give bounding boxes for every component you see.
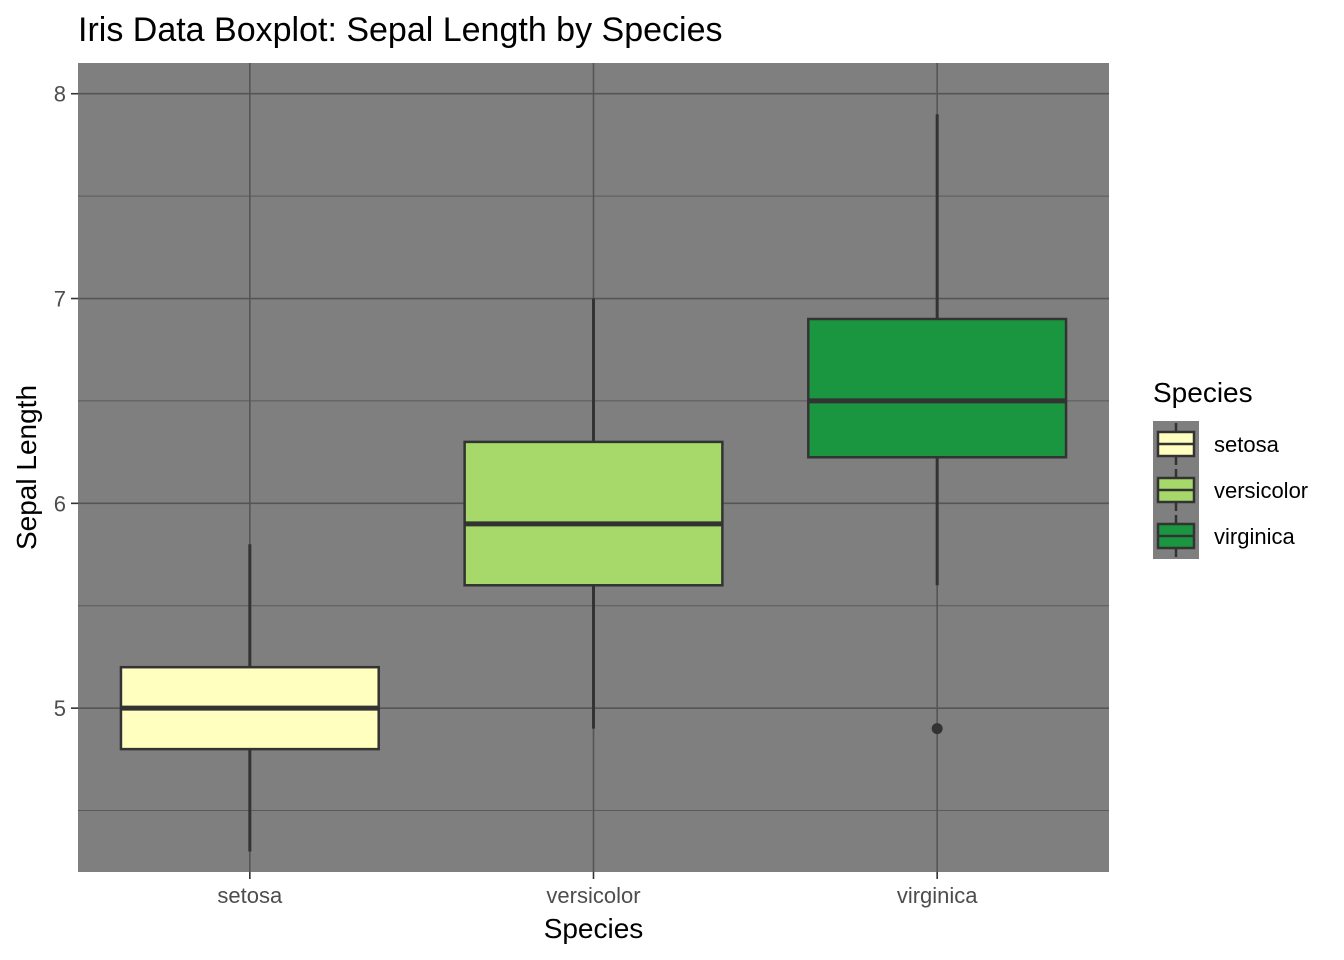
box-body — [463, 440, 724, 587]
legend-title: Species — [1153, 377, 1253, 408]
y-axis: 5 6 7 8 — [54, 82, 78, 721]
box-versicolor — [463, 298, 724, 729]
legend-item-versicolor: versicolor — [1153, 467, 1308, 513]
x-tick-label: versicolor — [546, 883, 640, 908]
x-tick-label: setosa — [217, 883, 283, 908]
y-axis-title: Sepal Length — [11, 385, 42, 550]
box-body — [807, 317, 1068, 459]
y-tick-label: 6 — [54, 491, 66, 516]
legend-item-setosa: setosa — [1153, 421, 1280, 467]
legend-label: versicolor — [1214, 478, 1308, 503]
legend-item-virginica: virginica — [1153, 513, 1295, 559]
boxplot-layer — [119, 114, 1068, 852]
chart-title: Iris Data Boxplot: Sepal Length by Speci… — [78, 11, 723, 49]
outlier-point — [931, 723, 943, 735]
box-virginica — [807, 114, 1068, 735]
y-tick-label: 7 — [54, 287, 66, 312]
x-axis: setosa versicolor virginica — [217, 872, 978, 908]
y-tick-label: 5 — [54, 696, 66, 721]
x-axis-title: Species — [544, 913, 644, 944]
box-setosa — [119, 544, 380, 852]
x-tick-label: virginica — [897, 883, 978, 908]
legend: Species setosa versicolor virginica — [1153, 377, 1308, 559]
legend-label: setosa — [1214, 432, 1280, 457]
legend-label: virginica — [1214, 524, 1295, 549]
y-tick-label: 8 — [54, 82, 66, 107]
